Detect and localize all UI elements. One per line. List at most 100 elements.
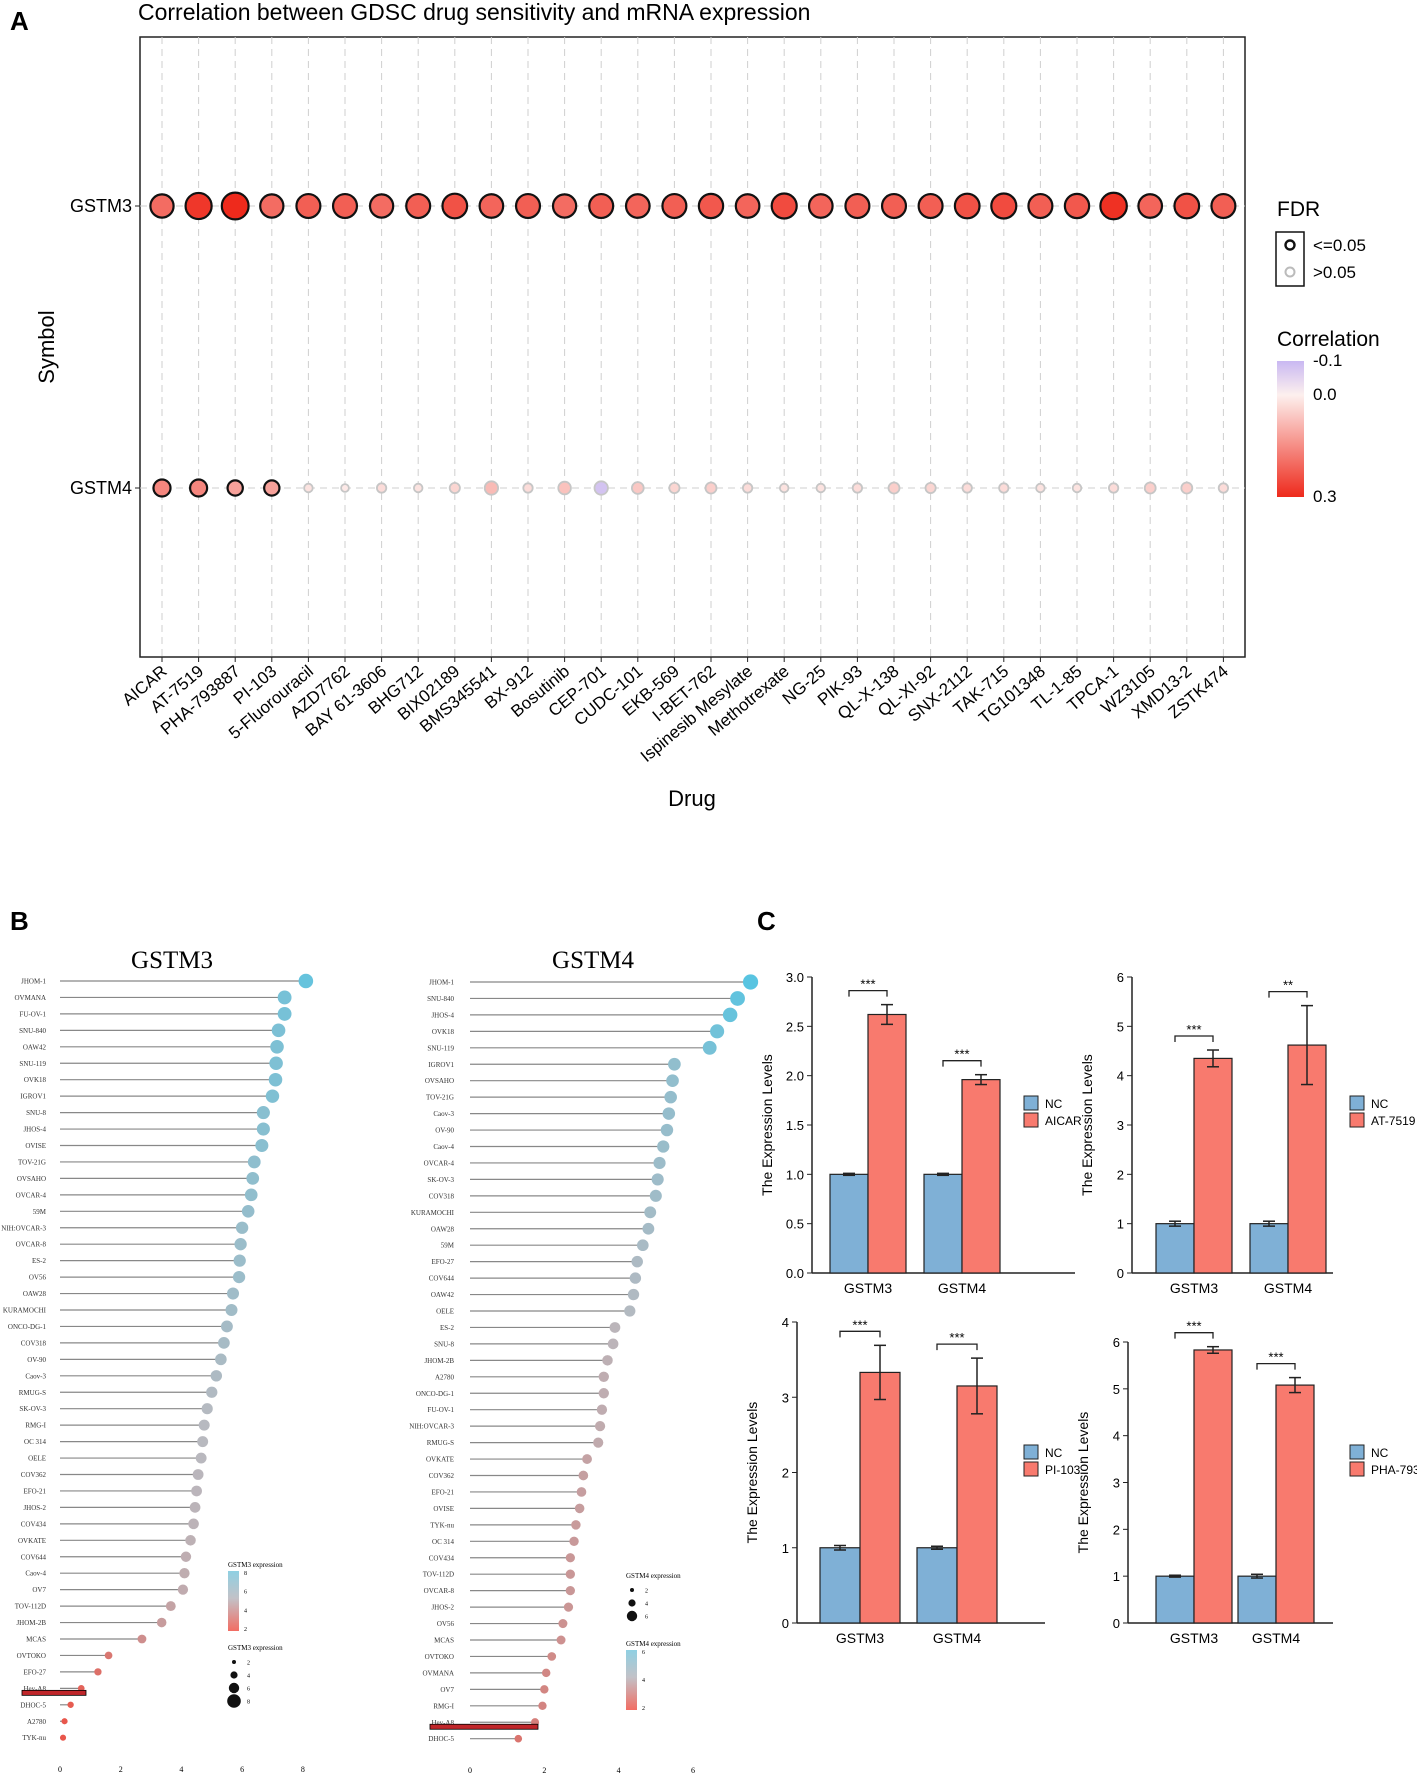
- y-tick-label: 2.5: [786, 1019, 804, 1034]
- dot-gstm3: [149, 193, 175, 219]
- cell-label: Hey-A8: [431, 1719, 454, 1727]
- legend-fdr-nonsig-dot: [1284, 266, 1296, 278]
- cell-label: SK-OV-3: [427, 1176, 454, 1184]
- legend-size-dot: [628, 1599, 636, 1607]
- y-tick-label: 5: [1113, 1382, 1120, 1397]
- x-tick-label: GSTM3: [1170, 1630, 1218, 1646]
- cell-label: A2780: [27, 1718, 47, 1726]
- lollipop-dot: [270, 1040, 284, 1054]
- x-tick-label: 4: [179, 1765, 183, 1774]
- lollipop-dot: [607, 1338, 619, 1350]
- cell-label: KURAMOCHI: [3, 1307, 47, 1315]
- lollipop-dot: [594, 1421, 606, 1432]
- cell-label: COV644: [429, 1275, 455, 1283]
- dot-gstm4: [188, 478, 209, 498]
- lollipop-dot: [540, 1685, 549, 1694]
- lollipop-dot: [191, 1485, 202, 1497]
- cell-label: JHOM-1: [429, 979, 454, 987]
- cell-label: JHOM-2B: [424, 1357, 454, 1365]
- dot-gstm4: [1071, 482, 1083, 494]
- legend-fdr-sig-label: <=0.05: [1313, 236, 1366, 255]
- y-axis-label: Symbol: [34, 310, 59, 383]
- legend-swatch: [1023, 1444, 1039, 1460]
- cell-label: OAW42: [431, 1291, 455, 1299]
- cell-label: COV362: [429, 1472, 455, 1480]
- cell-label: FU-OV-1: [19, 1010, 46, 1018]
- cell-label: OVK18: [432, 1028, 455, 1036]
- legend-color-title: GSTM3 expression: [228, 1561, 283, 1569]
- cell-label: ONCO-DG-1: [416, 1390, 455, 1398]
- bar: [956, 1385, 998, 1624]
- cell-label: DHOC-5: [428, 1735, 454, 1743]
- bar: [1249, 1223, 1289, 1274]
- cell-label: OVMANA: [15, 994, 47, 1002]
- cell-label: TOV-21G: [18, 1158, 46, 1166]
- y-tick-label: 4: [782, 1315, 789, 1330]
- lollipop-dot: [538, 1701, 547, 1710]
- lollipop-dot: [631, 1255, 643, 1268]
- y-tick-label: 3: [1113, 1476, 1120, 1491]
- lollipop-dot: [298, 973, 314, 989]
- dot-gstm3: [441, 192, 469, 220]
- cell-label: COV318: [21, 1339, 47, 1347]
- legend-fdr-nonsig-label: >0.05: [1313, 263, 1356, 282]
- cell-label: TYK-nu: [430, 1521, 454, 1529]
- bar: [819, 1547, 861, 1624]
- dot-gstm3: [514, 192, 542, 220]
- cell-label: OAW28: [23, 1290, 47, 1298]
- lollipop-dot: [514, 1734, 523, 1743]
- lollipop-dot: [244, 1188, 258, 1202]
- lollipop-dot: [596, 1404, 608, 1415]
- y-tick-label: 4: [1113, 1429, 1120, 1444]
- lollipop-dot: [246, 1172, 260, 1185]
- lollipop-dot: [565, 1553, 575, 1563]
- highlight-bar: [21, 1689, 87, 1696]
- cell-label: OVSAHO: [17, 1175, 46, 1183]
- lollipop-dot: [210, 1370, 223, 1382]
- y-tick-label: 6: [1113, 1335, 1120, 1350]
- lollipop-dot: [574, 1503, 585, 1514]
- lollipop-dot: [165, 1601, 176, 1612]
- cell-label: EFO-21: [431, 1488, 454, 1496]
- highlight-bar: [429, 1723, 539, 1730]
- bar: [1155, 1575, 1195, 1624]
- lollipop-dot: [602, 1355, 613, 1366]
- panel-c-at7519-bar: 0 1 2 3 4 5 6 The Expression Levels *** GSTM3 ** GS…: [1079, 970, 1416, 1296]
- cell-label: IGROV1: [20, 1093, 46, 1101]
- lollipop-dot: [241, 1205, 255, 1218]
- cell-label: OV-90: [27, 1356, 46, 1364]
- legend-swatch: [1023, 1112, 1039, 1128]
- lollipop-dot: [271, 1023, 286, 1038]
- x-tick-label: GSTM3: [844, 1280, 892, 1296]
- x-tick-label: 4: [617, 1766, 621, 1775]
- y-tick-label: 2.0: [786, 1069, 804, 1084]
- significance-bracket: [1268, 990, 1308, 998]
- dot-gstm3: [661, 192, 688, 220]
- legend-color-tick: 6: [642, 1650, 645, 1656]
- lollipop-dot: [269, 1056, 283, 1071]
- lollipop-dot: [598, 1388, 609, 1399]
- cell-label: NIH:OVCAR-3: [409, 1423, 454, 1431]
- cell-label: OVCAR-4: [424, 1159, 455, 1167]
- dot-gstm3: [588, 192, 615, 220]
- bar: [1193, 1349, 1233, 1624]
- lollipop-dot: [59, 1734, 67, 1741]
- bar: [961, 1079, 1001, 1274]
- dot-gstm4: [557, 480, 572, 496]
- y-tick-label: 6: [1117, 970, 1124, 985]
- cell-label: OV7: [440, 1686, 454, 1694]
- cell-label: RMG-I: [433, 1702, 454, 1710]
- legend-label: NC: [1371, 1446, 1389, 1460]
- x-tick-label: GSTM3: [1170, 1280, 1218, 1296]
- legend-color-tick: 8: [244, 1571, 247, 1577]
- lollipop-dot: [221, 1320, 233, 1333]
- x-tick-label: 2: [119, 1765, 123, 1774]
- cell-label: NIH:OVCAR-3: [1, 1224, 46, 1232]
- x-axis-label: Drug: [668, 786, 716, 811]
- legend-size-title: GSTM3 expression: [228, 1644, 283, 1652]
- y-tick-label: GSTM3: [70, 196, 132, 216]
- legend-label: NC: [1045, 1097, 1063, 1111]
- dot-gstm4: [1143, 481, 1157, 495]
- dot-gstm4: [1035, 482, 1046, 494]
- x-tick-label: 6: [240, 1765, 244, 1774]
